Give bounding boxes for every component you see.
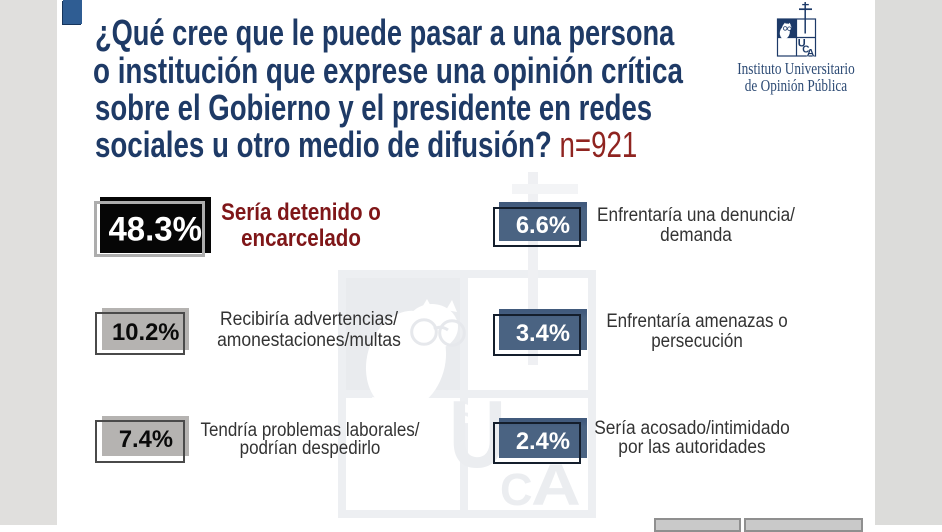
svg-text:C: C xyxy=(802,44,809,55)
svg-text:U: U xyxy=(798,38,806,50)
svg-text:U: U xyxy=(449,381,506,488)
svg-text:A: A xyxy=(807,47,815,59)
svg-text:C: C xyxy=(500,464,533,515)
